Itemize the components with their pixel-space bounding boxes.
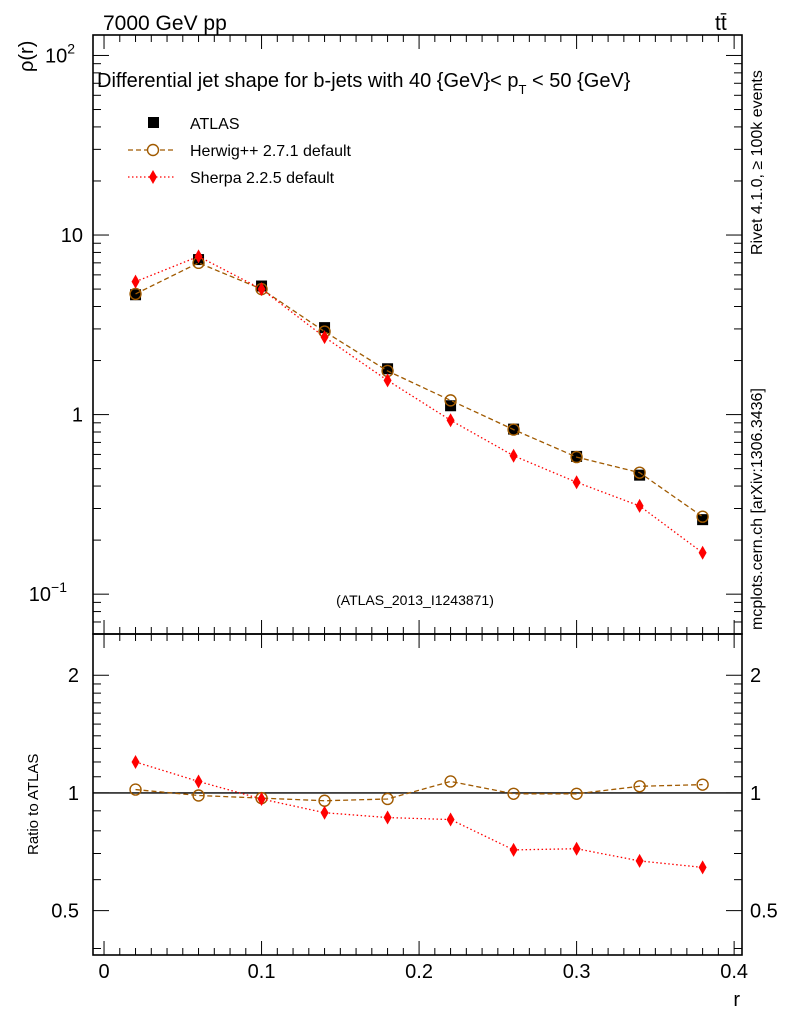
ratio-point-herwig [381,792,394,806]
main-point-herwig [696,510,709,523]
main-point-sherpa [194,249,203,264]
ratio-point-sherpa [131,754,140,769]
main-point-herwig [444,394,457,407]
main-y-tick-label: 1 [72,405,83,427]
main-y-tick-label: 102 [45,40,75,67]
ratio-plot-frame [92,633,743,956]
analysis-id-watermark: (ATLAS_2013_I1243871) [336,592,494,608]
x-tick-label: 0.2 [405,961,433,983]
main-point-sherpa [572,475,581,490]
legend-label-atlas: ATLAS [190,116,240,133]
legend-label-sherpa: Sherpa 2.2.5 default [190,170,335,187]
legend-marker-sherpa [149,170,157,184]
main-point-sherpa [635,498,644,513]
ratio-y-axis-label: Ratio to ATLAS [25,754,42,855]
main-point-sherpa [509,448,518,463]
x-tick-label: 0.3 [563,961,591,983]
ratio-point-herwig [570,787,583,800]
legend-marker-herwig [146,143,160,157]
x-tick-label: 0.4 [720,961,748,983]
main-point-atlas [130,289,142,301]
legend-item-sherpa: Sherpa 2.2.5 default [128,170,335,187]
main-point-herwig [570,450,583,464]
main-point-atlas [634,469,646,481]
main-point-atlas [319,322,331,334]
main-point-sherpa [383,373,392,388]
ratio-point-sherpa [446,812,455,827]
main-point-sherpa [320,330,329,345]
mcplots-label: mcplots.cern.ch [arXiv:1306.3436] [749,388,766,630]
x-tick-label: 0 [98,961,109,983]
ratio-y-tick-label-right: 1 [750,783,761,805]
ratio-point-sherpa [635,853,644,868]
main-point-sherpa [446,413,455,428]
main-point-sherpa [698,545,707,560]
ratio-point-herwig [633,780,646,793]
main-line-sherpa [135,255,704,554]
main-line-herwig [135,262,703,518]
main-point-atlas [697,514,709,526]
legend-label-herwig: Herwig++ 2.7.1 default [190,143,352,160]
ratio-y-tick-label-left: 1 [68,783,79,805]
legend: ATLAS Herwig++ 2.7.1 default Sherpa 2.2.… [128,116,352,187]
main-point-sherpa [131,274,140,289]
main-panel: Differential jet shape for b-jets with 4… [16,34,743,635]
rivet-version-label: Rivet 4.1.0, ≥ 100k events [749,70,766,255]
ratio-y-tick-label-right: 0.5 [750,901,778,923]
ratio-point-sherpa [698,860,707,875]
ratio-point-sherpa [194,774,203,789]
main-y-axis-label: ρ(r) [16,41,38,72]
ratio-point-herwig [507,787,520,800]
ratio-line-herwig [135,780,703,802]
ratio-point-sherpa [509,842,518,857]
legend-item-herwig: Herwig++ 2.7.1 default [128,143,352,160]
main-y-tick-label: 10−1 [29,579,67,606]
ratio-point-sherpa [257,791,266,806]
ratio-point-herwig [192,789,205,802]
ratio-y-tick-label-left: 0.5 [51,901,79,923]
ratio-point-herwig [696,778,709,791]
legend-marker-atlas [148,117,159,128]
ratio-point-herwig [129,783,142,796]
ratio-point-sherpa [383,810,392,825]
main-point-atlas [382,363,394,375]
ratio-y-tick-label-left: 2 [68,665,79,687]
main-point-herwig [507,423,520,436]
main-point-sherpa [257,282,266,297]
main-title: Differential jet shape for b-jets with 4… [97,70,631,97]
main-point-herwig [633,466,646,479]
ratio-point-sherpa [320,805,329,820]
energy-label: 7000 GeV pp [103,12,227,35]
x-axis-label: r [733,989,740,1011]
process-label: tt̄ [715,12,727,35]
ratio-line-sherpa [135,761,703,869]
x-tick-label: 0.1 [248,961,276,983]
ratio-panel: Ratio to ATLAS r 0 0.1 0.2 0.3 0.4 0.5 0.5 1 1 2 2 [25,633,778,1011]
ratio-y-tick-label-right: 2 [750,665,761,687]
ratio-point-sherpa [572,841,581,856]
main-y-tick-label: 10 [61,225,83,247]
ratio-point-herwig [444,775,457,788]
legend-item-atlas: ATLAS [148,116,240,133]
